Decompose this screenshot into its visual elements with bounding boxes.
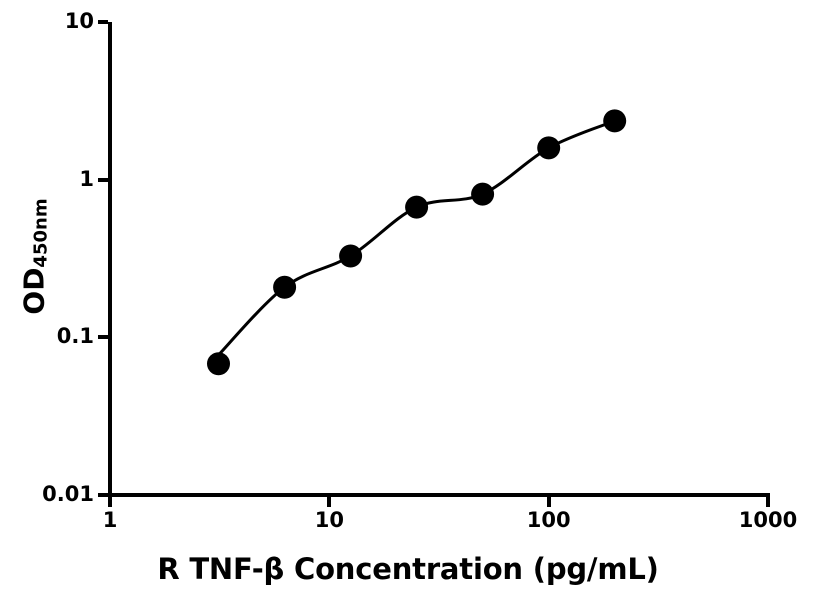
y-tick-mark <box>98 20 108 24</box>
data-point-marker <box>471 182 495 206</box>
y-axis-title: OD450nm <box>17 107 52 407</box>
data-point-marker <box>273 275 297 299</box>
x-axis-title: R TNF-β Concentration (pg/mL) <box>157 552 659 586</box>
y-tick-label: 0.01 <box>42 482 94 506</box>
data-point-marker <box>339 244 363 268</box>
data-points-group <box>207 109 627 376</box>
x-tick-mark <box>327 497 332 507</box>
y-tick-mark <box>98 493 108 497</box>
y-tick-mark <box>98 177 108 182</box>
y-tick-label: 10 <box>64 9 94 33</box>
x-axis-line <box>108 493 770 497</box>
x-tick-mark <box>766 497 770 507</box>
x-tick-label: 100 <box>526 508 571 532</box>
y-tick-label: 1 <box>79 166 94 191</box>
x-tick-mark <box>546 497 551 507</box>
y-axis-title-subscript: 450nm <box>30 198 52 268</box>
y-tick-label: 0.1 <box>56 324 94 349</box>
y-tick-mark <box>98 335 108 340</box>
data-point-marker <box>405 195 429 219</box>
data-point-marker <box>603 109 627 133</box>
x-tick-label: 10 <box>314 508 344 532</box>
data-point-marker <box>537 136 561 160</box>
x-tick-label: 1 <box>102 508 118 532</box>
data-point-marker <box>207 352 230 376</box>
x-tick-mark <box>108 497 112 507</box>
x-tick-label: 1000 <box>738 508 798 532</box>
y-axis-title-main: OD <box>17 267 51 315</box>
y-axis-line <box>108 22 112 497</box>
